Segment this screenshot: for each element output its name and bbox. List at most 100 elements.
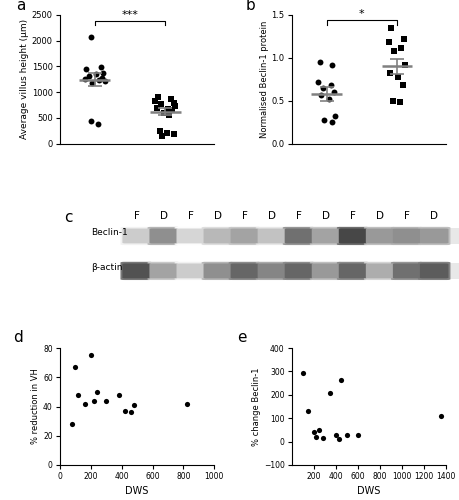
Text: D: D	[213, 211, 221, 221]
FancyBboxPatch shape	[203, 228, 232, 244]
FancyBboxPatch shape	[123, 228, 459, 244]
FancyBboxPatch shape	[149, 228, 178, 244]
Point	[314, 78, 321, 86]
Point	[318, 434, 325, 442]
Point	[153, 104, 160, 112]
Point	[160, 108, 167, 116]
Point	[93, 388, 101, 396]
FancyBboxPatch shape	[257, 228, 285, 244]
Text: F: F	[241, 211, 247, 221]
Point	[167, 96, 174, 104]
Point	[436, 412, 443, 420]
Point	[169, 99, 177, 107]
FancyBboxPatch shape	[419, 228, 448, 244]
Y-axis label: Normalised Beclin-1 protein: Normalised Beclin-1 protein	[259, 20, 268, 138]
Y-axis label: % change Beclin-1: % change Beclin-1	[252, 368, 260, 446]
Text: b: b	[245, 0, 254, 13]
Point	[399, 35, 407, 43]
Point	[162, 130, 170, 138]
X-axis label: DWS: DWS	[125, 486, 148, 496]
Point	[315, 426, 322, 434]
FancyBboxPatch shape	[176, 264, 205, 278]
Point	[100, 68, 107, 76]
FancyBboxPatch shape	[228, 227, 261, 245]
Text: *: *	[358, 10, 364, 20]
Point	[121, 407, 128, 415]
FancyBboxPatch shape	[417, 262, 449, 280]
Text: D: D	[375, 211, 383, 221]
FancyBboxPatch shape	[230, 228, 258, 244]
Point	[325, 95, 332, 103]
Point	[342, 430, 350, 438]
Point	[337, 376, 344, 384]
FancyBboxPatch shape	[363, 227, 396, 245]
FancyBboxPatch shape	[255, 227, 287, 245]
Point	[81, 75, 89, 83]
Point	[309, 428, 317, 436]
FancyBboxPatch shape	[282, 262, 314, 280]
Point	[154, 94, 162, 102]
Point	[388, 96, 396, 104]
Point	[115, 391, 122, 399]
Text: Beclin-1: Beclin-1	[90, 228, 127, 237]
FancyBboxPatch shape	[255, 262, 287, 280]
Text: D: D	[429, 211, 437, 221]
FancyBboxPatch shape	[309, 227, 341, 245]
FancyBboxPatch shape	[120, 227, 152, 245]
Point	[81, 400, 88, 407]
Point	[102, 396, 110, 404]
Point	[394, 72, 401, 80]
Point	[95, 76, 103, 84]
Point	[164, 104, 171, 112]
FancyBboxPatch shape	[228, 262, 261, 280]
FancyBboxPatch shape	[230, 264, 258, 278]
Point	[98, 74, 106, 82]
Point	[94, 120, 101, 128]
Point	[130, 401, 137, 409]
FancyBboxPatch shape	[417, 227, 449, 245]
FancyBboxPatch shape	[392, 228, 420, 244]
Point	[101, 78, 108, 86]
FancyBboxPatch shape	[311, 264, 340, 278]
FancyBboxPatch shape	[392, 264, 420, 278]
Point	[353, 430, 361, 438]
Y-axis label: % reduction in VH: % reduction in VH	[31, 368, 40, 444]
FancyBboxPatch shape	[122, 228, 151, 244]
Point	[326, 388, 333, 396]
FancyBboxPatch shape	[176, 228, 205, 244]
FancyBboxPatch shape	[311, 228, 340, 244]
Point	[97, 64, 104, 72]
Point	[87, 118, 94, 126]
Point	[87, 352, 94, 360]
Text: ***: ***	[121, 10, 138, 20]
FancyBboxPatch shape	[149, 264, 178, 278]
FancyBboxPatch shape	[309, 262, 341, 280]
Text: F: F	[403, 211, 409, 221]
X-axis label: DWS: DWS	[357, 486, 380, 496]
Point	[401, 60, 408, 68]
FancyBboxPatch shape	[390, 227, 422, 245]
Point	[127, 408, 134, 416]
Point	[298, 368, 306, 376]
FancyBboxPatch shape	[284, 264, 313, 278]
Point	[335, 436, 342, 444]
FancyBboxPatch shape	[336, 262, 369, 280]
Point	[331, 112, 338, 120]
Text: e: e	[237, 330, 246, 345]
Point	[88, 79, 95, 87]
Point	[85, 72, 93, 80]
Point	[183, 400, 190, 407]
Point	[327, 118, 335, 126]
Point	[328, 60, 336, 68]
Point	[330, 88, 337, 96]
Text: F: F	[134, 211, 140, 221]
Text: c: c	[63, 210, 72, 225]
FancyBboxPatch shape	[336, 227, 369, 245]
FancyBboxPatch shape	[390, 262, 422, 280]
FancyBboxPatch shape	[174, 262, 207, 280]
Text: D: D	[267, 211, 275, 221]
Point	[157, 100, 164, 108]
Point	[317, 90, 324, 98]
FancyBboxPatch shape	[147, 227, 179, 245]
FancyBboxPatch shape	[365, 264, 393, 278]
